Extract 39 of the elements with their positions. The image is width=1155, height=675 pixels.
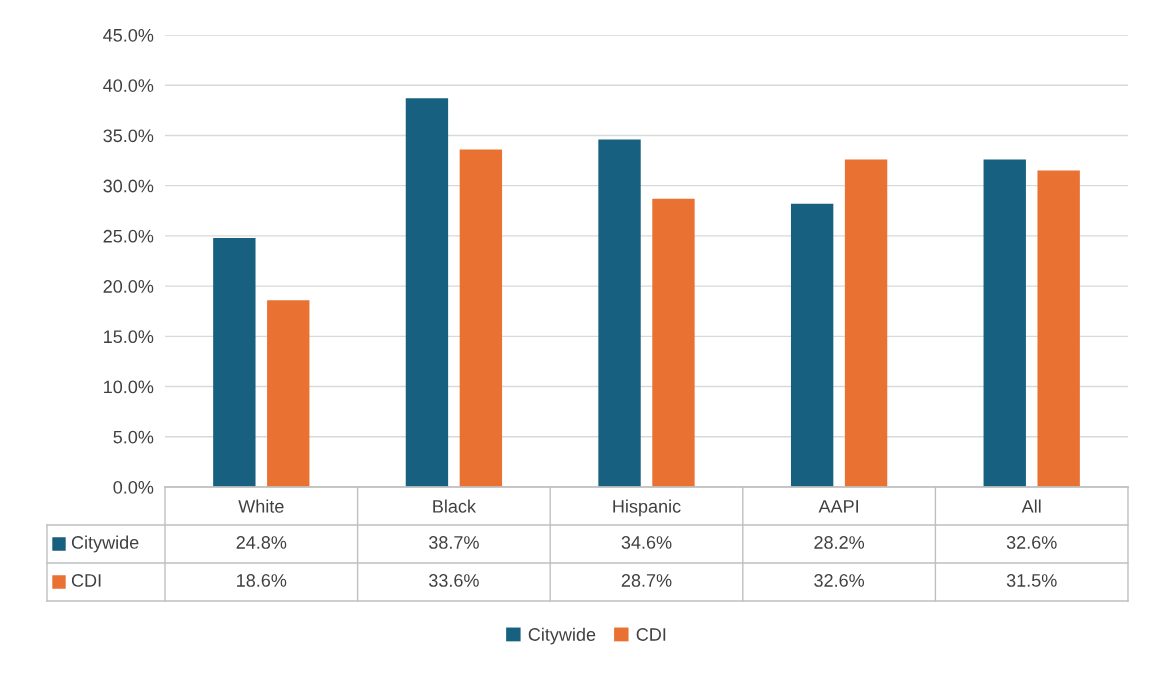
bar [598,139,641,487]
data-label: 33.6% [428,574,479,587]
data-label: 34.6% [621,536,672,549]
y-tick-label: 0.0% [113,480,154,494]
y-tick-label: 15.0% [104,330,154,344]
bar [405,98,449,487]
data-label: 32.6% [814,574,865,587]
data-label: 28.2% [814,536,865,549]
bar [983,159,1026,487]
y-tick-label: 30.0% [103,179,154,193]
x-tick-label: Black [433,499,476,513]
data-label: 24.8% [236,536,287,549]
x-tick-label: White [238,499,284,513]
y-tick-label: 25.0% [103,229,154,243]
y-tick-label: 20.0% [103,280,154,293]
data-label: 32.6% [1006,536,1057,549]
legend-label: Citywide [71,535,139,553]
text: Citywide [528,627,596,645]
data-label: 31.5% [1006,574,1057,587]
bar [1037,170,1080,487]
y-tick-label: 40.0% [103,79,154,92]
bar [267,300,310,487]
bar [459,149,503,487]
y-tick-label: 35.0% [103,129,154,143]
text: CDI [71,574,101,587]
y-tick-label: 45.0% [103,28,154,42]
x-tick-label: Hispanic [613,499,681,517]
x-tick-label: All [1021,499,1041,513]
y-tick-label: 5.0% [113,430,154,444]
data-label: 18.6% [237,574,287,587]
legend-label: CDI [636,628,666,641]
bar [844,159,888,487]
data-label: 38.7% [428,536,479,549]
x-tick-label: AAPI [818,500,859,513]
data-label: 28.7% [621,574,672,587]
bar [213,237,256,487]
bar [790,203,834,487]
y-tick-label: 10.0% [104,380,154,394]
bar [652,198,695,487]
